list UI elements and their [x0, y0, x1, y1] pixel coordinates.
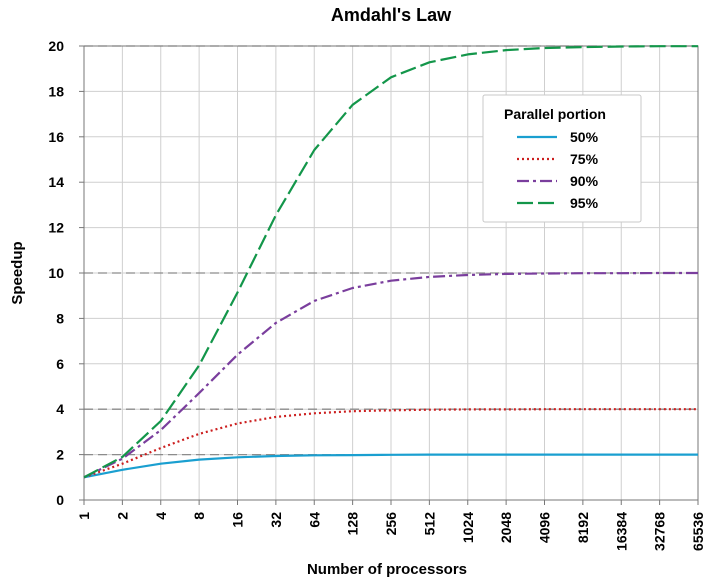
- x-axis-label: Number of processors: [307, 561, 467, 578]
- x-tick-label: 2048: [498, 512, 514, 543]
- x-tick-label: 4096: [537, 512, 553, 543]
- chart-title: Amdahl's Law: [331, 5, 452, 25]
- y-tick-label: 4: [56, 401, 64, 417]
- series-line-95pct: [83, 45, 698, 479]
- y-tick-label: 20: [48, 38, 64, 54]
- y-tick-label: 2: [56, 447, 64, 463]
- x-tick-label: 1: [76, 512, 92, 520]
- x-axis-ticks: 1 2 4 8 16 32 64 128 256 512 1024 2048 4096 8192 16384…: [76, 500, 706, 551]
- x-tick-label: 2: [114, 512, 130, 520]
- x-tick-label: 1024: [460, 512, 476, 543]
- series-line-50pct: [83, 453, 698, 479]
- x-tick-label: 32768: [652, 512, 668, 551]
- x-tick-label: 8: [191, 512, 207, 520]
- x-tick-label: 32: [268, 512, 284, 528]
- series-line-90pct: [83, 271, 698, 479]
- x-tick-label: 16384: [613, 512, 629, 551]
- x-tick-label: 256: [383, 512, 399, 536]
- x-tick-label: 8192: [575, 512, 591, 543]
- legend-items: 50% 75% 90% 95%: [517, 129, 599, 211]
- legend-label: 75%: [570, 151, 599, 167]
- legend-label: 50%: [570, 129, 599, 145]
- x-tick-label: 128: [345, 512, 361, 536]
- x-tick-label: 512: [421, 512, 437, 536]
- series-line-75pct: [83, 408, 698, 479]
- y-tick-label: 16: [48, 129, 64, 145]
- y-tick-label: 0: [56, 492, 64, 508]
- y-tick-label: 10: [48, 265, 64, 281]
- legend-label: 90%: [570, 173, 599, 189]
- y-axis-label: Speedup: [9, 241, 26, 304]
- y-tick-label: 12: [48, 220, 64, 236]
- x-tick-label: 4: [153, 512, 169, 520]
- legend-box: [482, 94, 642, 223]
- legend: Parallel portion 50% 75% 90% 95%: [482, 94, 642, 223]
- series-layer: [83, 45, 698, 479]
- x-tick-label: 16: [230, 512, 246, 528]
- legend-label: 95%: [570, 195, 599, 211]
- x-tick-label: 65536: [690, 512, 706, 551]
- y-tick-label: 18: [48, 83, 64, 99]
- y-tick-label: 8: [56, 310, 64, 326]
- y-tick-label: 6: [56, 356, 64, 372]
- x-tick-label: 64: [306, 512, 322, 528]
- legend-title: Parallel portion: [504, 106, 606, 122]
- y-tick-label: 14: [48, 174, 64, 190]
- y-axis-ticks: 0 2 4 6 8 10 12 14 16 18 20: [48, 38, 84, 508]
